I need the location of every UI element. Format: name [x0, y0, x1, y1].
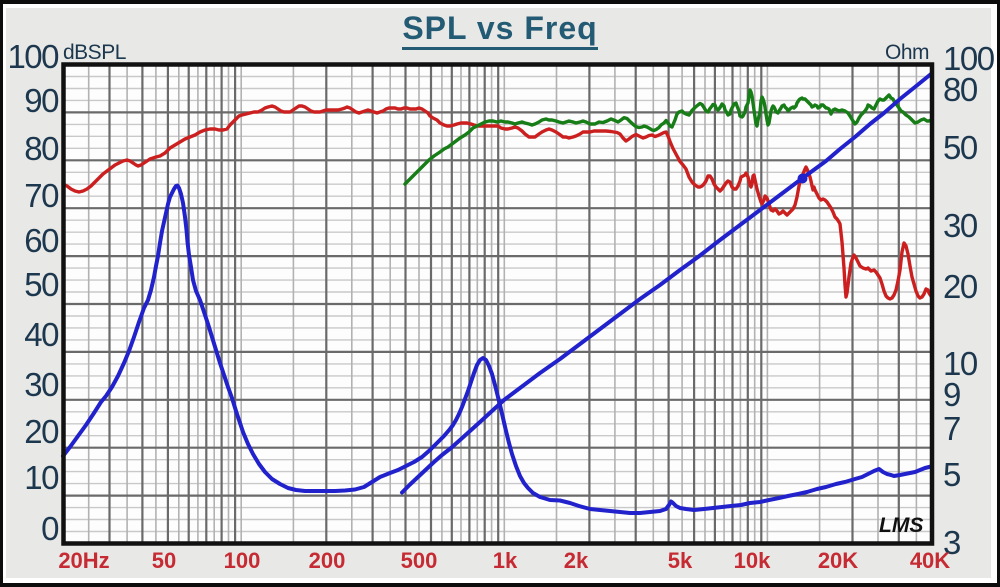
svg-text:LMS: LMS — [879, 514, 923, 537]
